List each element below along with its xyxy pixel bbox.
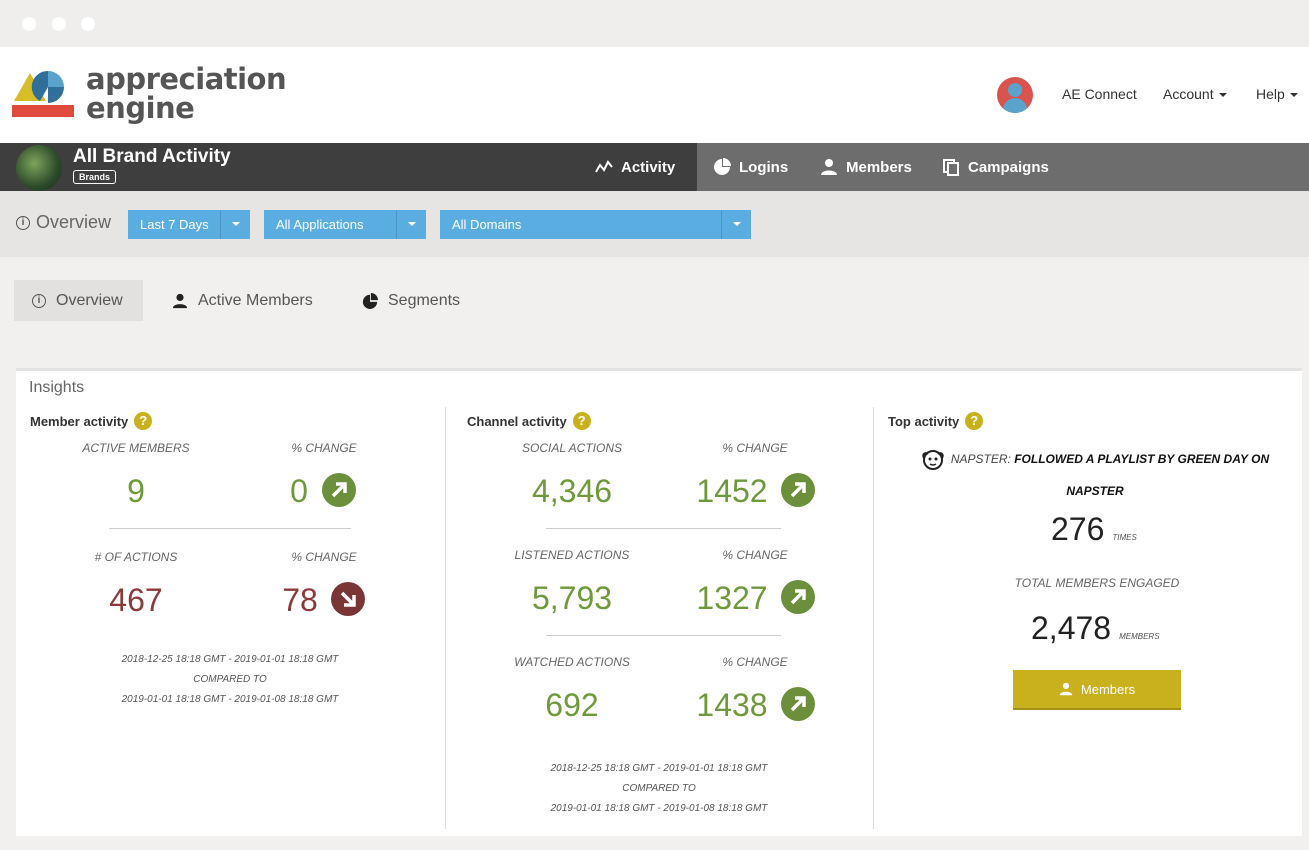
window-titlebar [0, 0, 1309, 47]
help-icon[interactable]: ? [965, 412, 984, 430]
divider [109, 528, 351, 529]
help-icon[interactable]: ? [572, 412, 591, 430]
filter-overview-label: i Overview [16, 212, 111, 233]
arrow-up-right-icon [781, 687, 815, 721]
active-members-value: 9 [127, 473, 145, 509]
brand-badge[interactable]: Brands [73, 170, 117, 184]
domains-select[interactable]: All Domains [440, 210, 751, 239]
activity-icon [595, 160, 613, 173]
subtab-overview[interactable]: i Overview [14, 280, 143, 321]
listened-change-value: 1327 [696, 580, 768, 616]
active-members-label: ACTIVE MEMBERS [82, 441, 190, 455]
subtab-active-members[interactable]: Active Members [154, 280, 331, 321]
change-label: % CHANGE [722, 548, 788, 562]
window-close-dot[interactable] [22, 17, 36, 31]
tab-logins[interactable]: Logins [713, 158, 788, 176]
user-icon [172, 293, 188, 308]
total-members-engaged-label: TOTAL MEMBERS ENGAGED [1014, 576, 1180, 590]
column-divider [445, 407, 446, 829]
chevron-down-icon [721, 210, 751, 239]
logo-mark-icon [12, 70, 74, 117]
date-range-text: 2018-12-25 18:18 GMT - 2019-01-01 18:18 … [121, 654, 339, 705]
listened-actions-value: 5,793 [531, 580, 613, 616]
top-navigation: appreciation engine AE Connect Account H… [0, 47, 1309, 143]
user-avatar[interactable] [997, 77, 1033, 113]
arrow-up-right-icon [781, 580, 815, 614]
ae-connect-link[interactable]: AE Connect [1062, 86, 1137, 102]
member-activity-title: Member activity? [30, 412, 153, 430]
subtab-segments[interactable]: Segments [344, 280, 478, 321]
active-change-value: 0 [290, 473, 308, 509]
chevron-down-icon [220, 210, 250, 239]
top-activity-description: NAPSTER: FOLLOWED A PLAYLIST BY GREEN DA… [905, 443, 1285, 507]
column-divider [873, 407, 874, 829]
social-actions-value: 4,346 [531, 473, 613, 509]
logo-text: appreciation engine [86, 62, 287, 125]
napster-icon [922, 449, 944, 470]
info-icon: i [16, 215, 30, 230]
copy-icon [943, 159, 959, 176]
channel-activity-title: Channel activity? [467, 412, 591, 430]
brand-title: All Brand Activity [73, 146, 231, 167]
arrow-up-right-icon [322, 473, 356, 507]
pie-chart-icon [362, 292, 378, 309]
app-logo[interactable]: appreciation engine [12, 65, 287, 127]
pie-chart-icon [714, 158, 731, 175]
chevron-down-icon [1218, 93, 1227, 98]
members-button[interactable]: Members [1013, 670, 1181, 710]
tab-members[interactable]: Members [820, 158, 912, 176]
arrow-up-right-icon [781, 473, 815, 507]
panel-title: Insights [29, 379, 85, 396]
tab-activity[interactable]: Activity [595, 158, 675, 176]
change-label: % CHANGE [291, 441, 357, 455]
times-value: 276 TIMES [1051, 511, 1137, 547]
listened-actions-label: LISTENED ACTIONS [514, 548, 630, 562]
insights-panel: Insights [16, 368, 1302, 836]
actions-label: # OF ACTIONS [94, 550, 178, 564]
tab-campaigns[interactable]: Campaigns [942, 158, 1049, 176]
watched-change-value: 1438 [696, 687, 768, 723]
arrow-down-right-icon [331, 582, 365, 616]
help-icon[interactable]: ? [134, 412, 153, 430]
window-maximize-dot[interactable] [81, 17, 95, 31]
divider [546, 635, 781, 636]
members-engaged-value: 2,478 MEMBERS [1031, 610, 1160, 646]
filter-bar: i Overview Last 7 Days All Applications … [0, 191, 1309, 257]
applications-select[interactable]: All Applications [264, 210, 426, 239]
top-activity-title: Top activity? [888, 412, 984, 430]
chevron-down-icon [1289, 93, 1298, 98]
account-menu[interactable]: Account [1163, 86, 1227, 102]
divider [546, 528, 781, 529]
window-minimize-dot[interactable] [52, 17, 66, 31]
change-label: % CHANGE [722, 441, 788, 455]
actions-change-value: 78 [282, 582, 318, 618]
globe-icon [16, 145, 62, 191]
help-menu[interactable]: Help [1256, 86, 1298, 102]
change-label: % CHANGE [722, 655, 788, 669]
social-actions-label: SOCIAL ACTIONS [521, 441, 623, 455]
info-icon: i [32, 293, 46, 308]
user-icon [821, 159, 837, 175]
actions-value: 467 [109, 582, 163, 618]
brand-bar: All Brand Activity Brands Activity Login… [0, 143, 1309, 191]
change-label: % CHANGE [291, 550, 357, 564]
brand-header: All Brand Activity Brands Activity [0, 143, 697, 191]
chevron-down-icon [396, 210, 426, 239]
user-icon [1059, 682, 1073, 696]
watched-actions-value: 692 [545, 687, 599, 723]
watched-actions-label: WATCHED ACTIONS [514, 655, 630, 669]
date-range-text: 2018-12-25 18:18 GMT - 2019-01-01 18:18 … [550, 763, 768, 814]
social-change-value: 1452 [696, 473, 768, 509]
date-range-select[interactable]: Last 7 Days [128, 210, 250, 239]
